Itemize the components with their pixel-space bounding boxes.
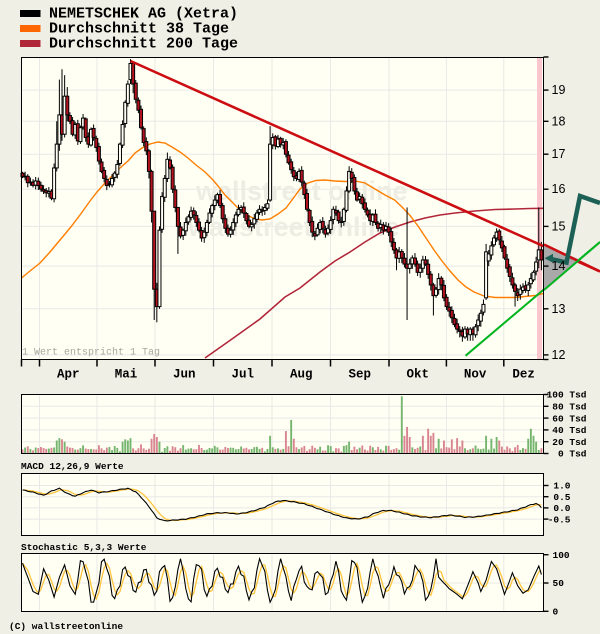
svg-text:-0.5: -0.5 bbox=[548, 514, 571, 525]
svg-text:14: 14 bbox=[552, 259, 566, 273]
svg-text:16: 16 bbox=[552, 182, 566, 196]
svg-text:100: 100 bbox=[553, 550, 570, 561]
svg-text:0.0: 0.0 bbox=[553, 503, 570, 514]
svg-text:13: 13 bbox=[552, 302, 566, 316]
svg-text:18: 18 bbox=[552, 114, 566, 128]
svg-text:100 Tsd: 100 Tsd bbox=[547, 390, 587, 401]
svg-text:12: 12 bbox=[552, 348, 566, 362]
svg-text:Sep: Sep bbox=[349, 368, 372, 382]
svg-text:Mai: Mai bbox=[115, 368, 138, 382]
svg-text:20 Tsd: 20 Tsd bbox=[552, 437, 587, 448]
svg-text:0.5: 0.5 bbox=[553, 492, 570, 503]
svg-text:80 Tsd: 80 Tsd bbox=[552, 402, 587, 413]
svg-text:0 Tsd: 0 Tsd bbox=[558, 449, 587, 460]
svg-text:Jul: Jul bbox=[232, 368, 255, 382]
svg-text:Nov: Nov bbox=[464, 368, 487, 382]
svg-text:Durchschnitt 200 Tage: Durchschnitt 200 Tage bbox=[49, 36, 238, 53]
svg-text:50: 50 bbox=[553, 578, 565, 589]
svg-text:19: 19 bbox=[552, 83, 566, 97]
svg-text:(C) wallstreetonline: (C) wallstreetonline bbox=[9, 621, 123, 632]
svg-text:1 Wert entspricht 1 Tag: 1 Wert entspricht 1 Tag bbox=[22, 347, 160, 359]
svg-text:15: 15 bbox=[552, 219, 566, 233]
svg-text:0: 0 bbox=[553, 607, 559, 618]
svg-text:Durchschnitt 38 Tage: Durchschnitt 38 Tage bbox=[49, 21, 229, 38]
svg-text:1.0: 1.0 bbox=[553, 481, 570, 492]
svg-text:40 Tsd: 40 Tsd bbox=[552, 425, 587, 436]
svg-text:Stochastic 5,3,3 Werte: Stochastic 5,3,3 Werte bbox=[21, 542, 147, 553]
svg-text:Dez: Dez bbox=[512, 368, 535, 382]
svg-text:60 Tsd: 60 Tsd bbox=[552, 413, 587, 424]
svg-text:Okt: Okt bbox=[406, 368, 429, 382]
svg-text:Apr: Apr bbox=[57, 368, 80, 382]
svg-text:MACD 12,26,9 Werte: MACD 12,26,9 Werte bbox=[21, 461, 124, 472]
svg-text:NEMETSCHEK AG (Xetra): NEMETSCHEK AG (Xetra) bbox=[49, 6, 238, 23]
svg-text:Jun: Jun bbox=[173, 368, 196, 382]
svg-text:17: 17 bbox=[552, 147, 566, 161]
svg-text:Aug: Aug bbox=[290, 368, 313, 382]
